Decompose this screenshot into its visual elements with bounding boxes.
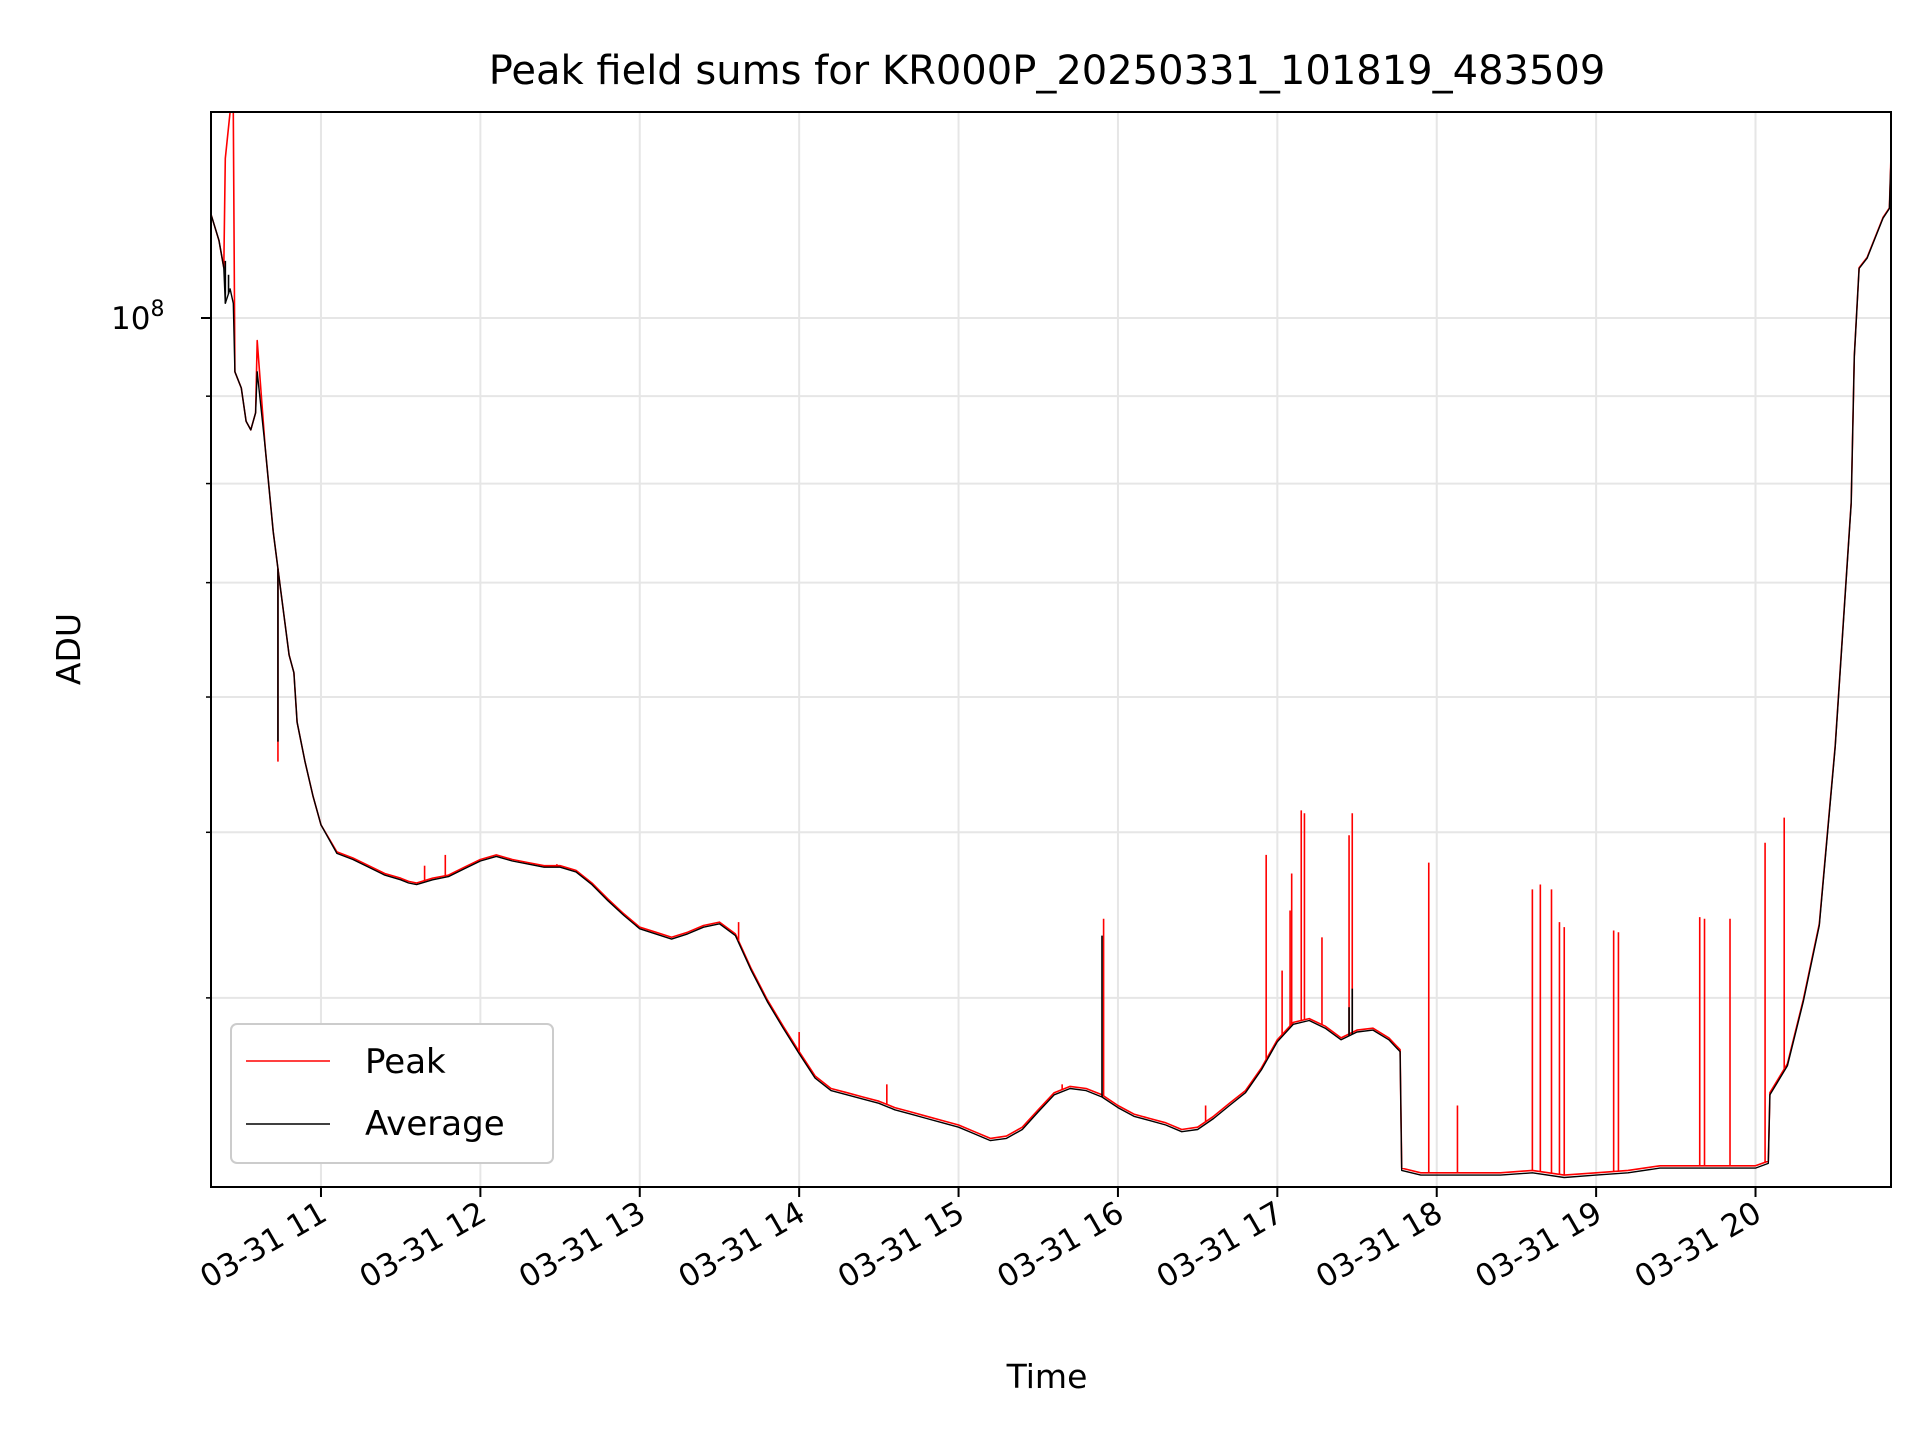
series-line-average <box>211 158 1891 1179</box>
x-axis-label: Time <box>1006 1357 1088 1396</box>
legend-label-peak: Peak <box>365 1042 446 1082</box>
y-axis-label: ADU <box>49 613 88 685</box>
y-tick-label: 108 <box>111 297 164 337</box>
chart-title: Peak field sums for KR000P_20250331_1018… <box>489 48 1606 94</box>
legend: Peak Average <box>230 1023 554 1164</box>
legend-frame <box>230 1023 554 1164</box>
axes-frame <box>210 111 1892 1188</box>
series-group <box>211 112 1891 1179</box>
legend-label-average: Average <box>365 1104 505 1144</box>
